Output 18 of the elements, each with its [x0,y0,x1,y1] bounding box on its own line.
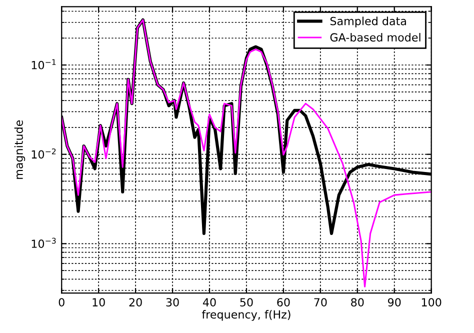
x-tick-label: 60 [277,298,290,306]
x-tick-label: 90 [388,298,401,306]
x-tick-label: 0 [58,298,64,306]
x-tick-label: 100 [422,298,442,306]
x-tick-label: 50 [240,298,253,306]
x-tick-label: 30 [166,298,179,306]
y-tick-label: 10$^{−1}$ [32,59,56,70]
x-tick-label: 40 [202,298,216,306]
y-tick-label: 10$^{−3}$ [32,238,56,248]
x-tick-label: 70 [314,298,327,306]
y-tick-label: 10$^{−2}$ [32,148,56,159]
y-axis-title: magnitude [14,120,26,179]
x-tick-label: 10 [92,298,105,306]
x-axis-title: frequency, f(Hz) [202,310,290,321]
x-tick-label: 20 [129,298,142,306]
x-tick-label: 80 [351,298,364,306]
legend-label: GA-based model [330,32,420,42]
legend-label: Sampled data [330,16,406,28]
